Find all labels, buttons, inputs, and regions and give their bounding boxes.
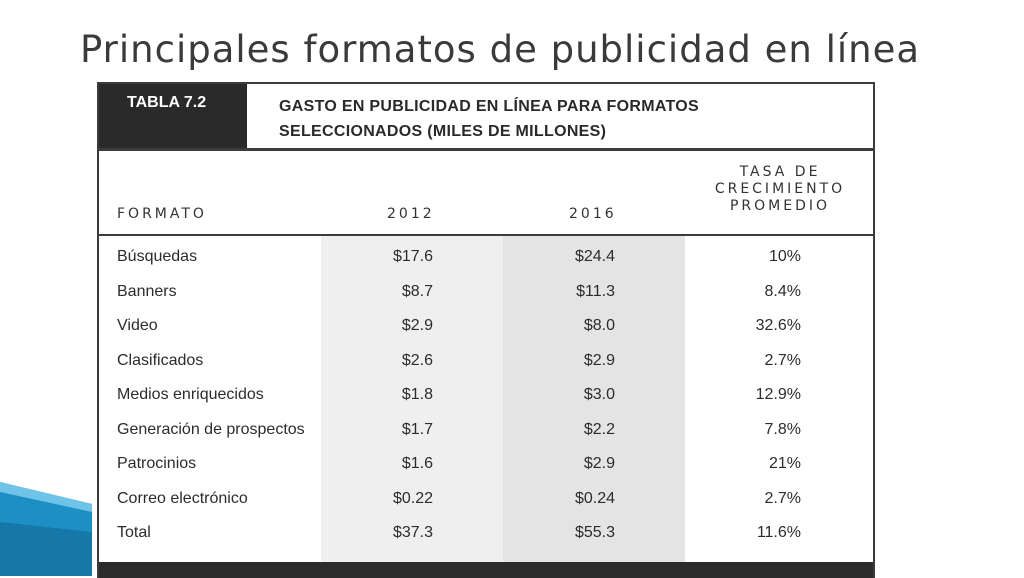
cell-2016: $2.9 [583,455,615,472]
cell-2012: $8.7 [401,282,433,300]
cell-2016: $11.3 [576,282,615,300]
cell-formato: Correo electrónico [117,489,248,507]
cell-tasa: 10% [768,248,801,265]
cell-tasa: 7.8% [764,420,801,438]
table-tag: TABLA 7.2 [99,84,247,150]
table-row: Búsquedas $17.6 $24.4 10% [99,244,873,274]
cell-tasa: 32.6% [755,317,801,334]
column-header-formato: FORMATO [117,206,207,222]
table-row: Banners $8.7 $11.3 8.4% [99,279,873,309]
column-header-tasa: TASA DE CRECIMIENTO PROMEDIO [705,164,855,215]
slide-title: Principales formatos de publicidad en lí… [80,28,921,71]
cell-formato: Medios enriquecidos [117,386,264,403]
table-row: Patrocinios $1.6 $2.9 21% [99,451,873,481]
table-caption-line-2: SELECCIONADOS (MILES DE MILLONES) [279,123,607,140]
table-row: Generación de prospectos $1.7 $2.2 7.8% [99,417,873,447]
cell-2012: $2.6 [401,351,433,369]
cell-tasa: 2.7% [764,489,801,507]
column-header-tasa-line-3: PROMEDIO [729,198,831,214]
cell-2012: $17.6 [392,248,433,265]
table-bottom-rule [99,562,873,578]
cell-formato: Generación de prospectos [117,420,305,438]
column-header-tasa-line-1: TASA DE [739,164,821,180]
cell-2012: $1.7 [401,420,433,438]
cell-tasa: 11.6% [756,524,801,541]
cell-formato: Banners [117,282,177,300]
column-header-tasa-line-2: CRECIMIENTO [714,181,846,197]
cell-formato: Total [117,524,151,541]
table-header-rule [99,234,873,236]
cell-2016: $8.0 [583,317,615,334]
cell-2016: $3.0 [583,386,615,403]
table-caption: GASTO EN PUBLICIDAD EN LÍNEA PARA FORMAT… [279,94,839,144]
cell-2016: $55.3 [574,524,615,541]
table-top-rule [99,148,873,151]
cell-2016: $2.2 [583,420,615,438]
cell-2012: $0.22 [392,489,433,507]
table-header: TABLA 7.2 GASTO EN PUBLICIDAD EN LÍNEA P… [99,84,873,150]
column-header-2012: 2012 [387,206,435,222]
slide-decoration-shape [0,482,92,576]
cell-2012: $1.8 [401,386,433,403]
column-header-2016: 2016 [569,206,617,222]
column-band-2012 [321,236,503,562]
cell-2016: $0.24 [574,489,615,507]
cell-formato: Búsquedas [117,248,198,265]
table-row-total: Total $37.3 $55.3 11.6% [99,520,873,550]
cell-2012: $37.3 [392,524,433,541]
table-row: Medios enriquecidos $1.8 $3.0 12.9% [99,382,873,412]
cell-tasa: 21% [768,455,801,472]
column-band-2016 [503,236,685,562]
cell-2016: $24.4 [574,248,615,265]
cell-tasa: 2.7% [764,351,801,369]
table-caption-line-1: GASTO EN PUBLICIDAD EN LÍNEA PARA FORMAT… [279,98,700,115]
cell-2012: $2.9 [401,317,433,334]
cell-2012: $1.6 [401,455,433,472]
cell-2016: $2.9 [583,351,615,369]
cell-formato: Clasificados [117,351,204,369]
cell-tasa: 8.4% [764,282,801,300]
table-row: Clasificados $2.6 $2.9 2.7% [99,348,873,378]
table-row: Video $2.9 $8.0 32.6% [99,313,873,343]
cell-tasa: 12.9% [755,386,801,403]
cell-formato: Video [117,317,158,334]
data-table: TABLA 7.2 GASTO EN PUBLICIDAD EN LÍNEA P… [97,82,875,578]
table-row: Correo electrónico $0.22 $0.24 2.7% [99,486,873,516]
cell-formato: Patrocinios [117,455,197,472]
